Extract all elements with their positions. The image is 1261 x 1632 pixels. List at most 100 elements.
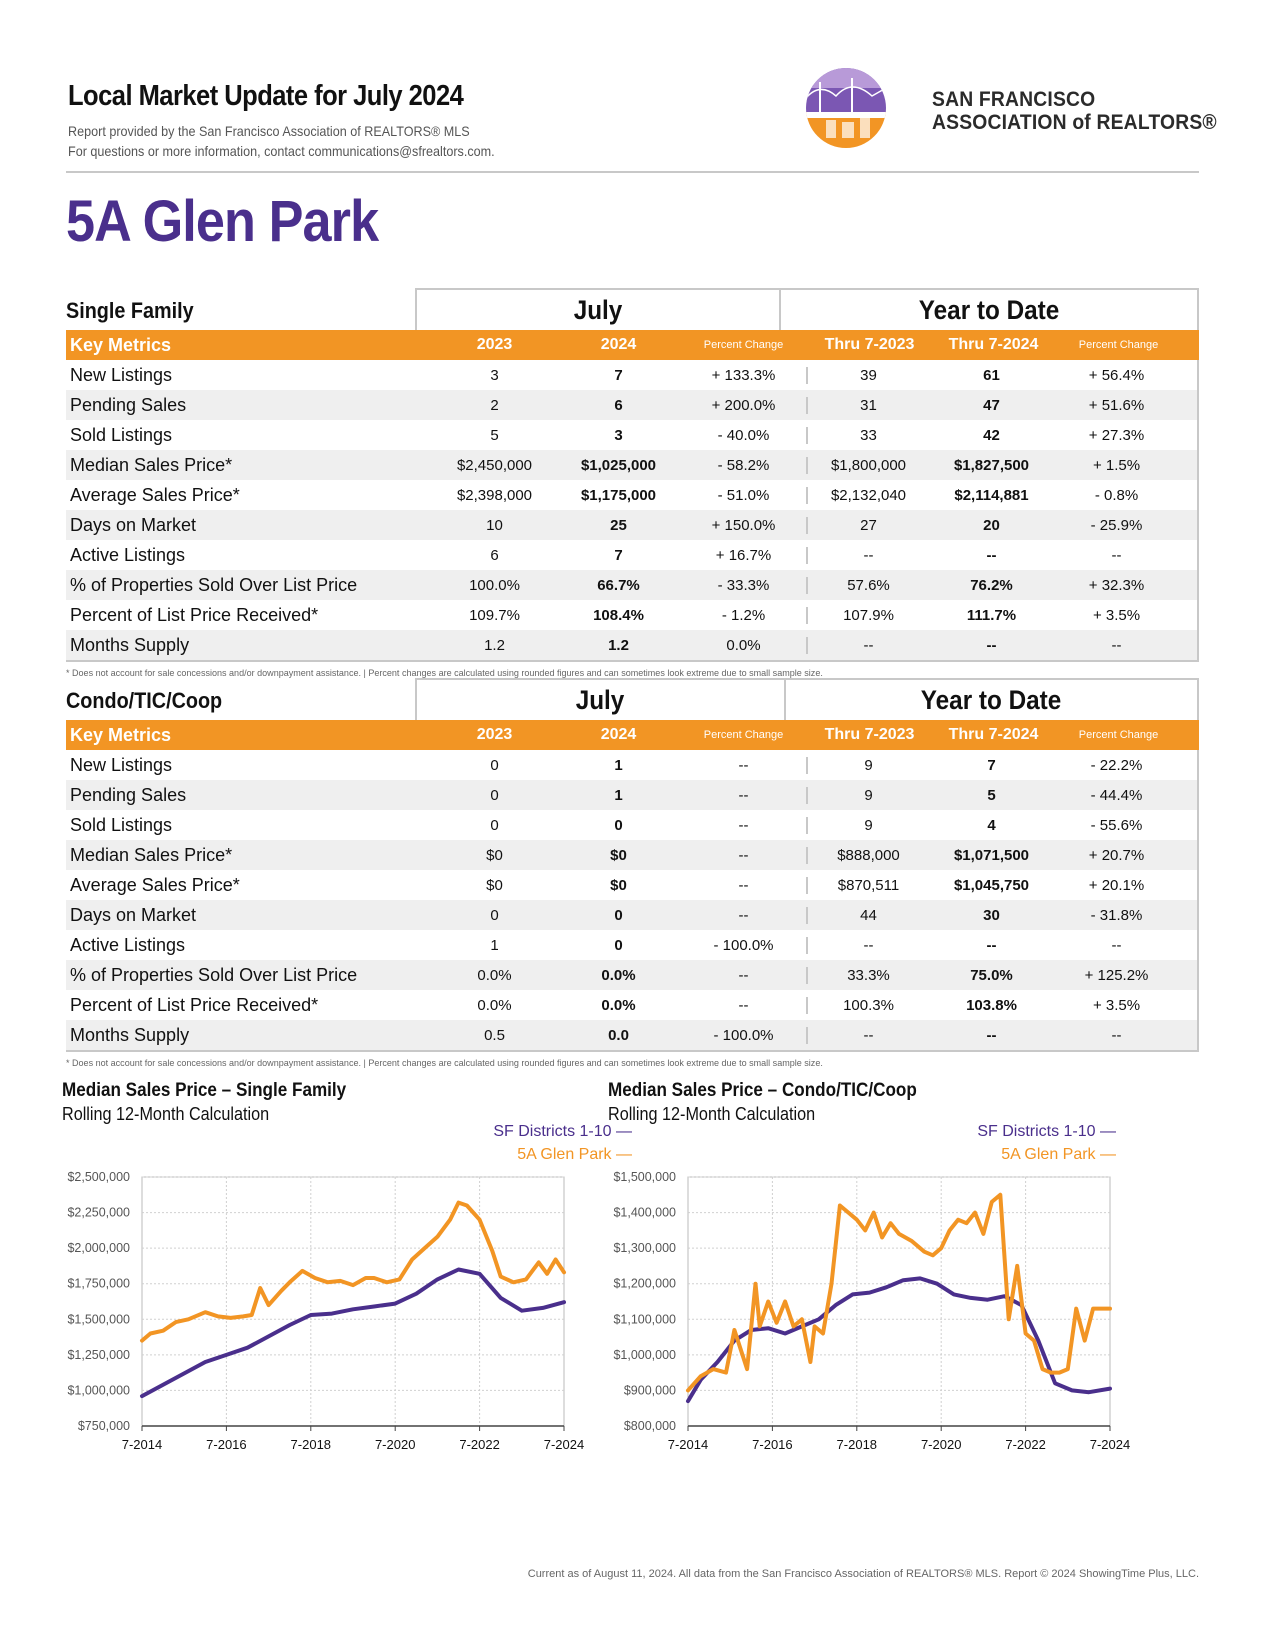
table-row: % of Properties Sold Over List Price 0.0%… — [66, 960, 1197, 990]
metric-value: + 3.5% — [1092, 606, 1141, 624]
chart-subtitle: Rolling 12-Month Calculation — [62, 1104, 270, 1124]
metric-value: - 58.2% — [717, 456, 770, 474]
legend-sf-districts: SF Districts 1-10 — — [977, 1123, 1116, 1140]
metric-value: -- — [738, 906, 749, 924]
table-header-row: Key Metrics 2023 2024 Percent Change Thr… — [66, 330, 1199, 360]
metric-value: 0.0% — [601, 996, 636, 1014]
metric-label: Active Listings — [70, 934, 186, 955]
footnote: * Does not account for sale concessions … — [66, 668, 823, 679]
metric-value: - 51.0% — [717, 486, 770, 504]
metric-value: -- — [738, 846, 749, 864]
metric-value: -- — [806, 936, 929, 954]
y-tick-label: $1,000,000 — [67, 1383, 130, 1397]
metric-value: -- — [1111, 1026, 1122, 1044]
metric-value: + 125.2% — [1084, 966, 1149, 984]
metric-value: 7 — [614, 366, 623, 384]
section-title: Single Family — [66, 298, 194, 323]
group-header-month: July — [415, 678, 786, 720]
metric-value: 9 — [806, 816, 929, 834]
metric-label: New Listings — [70, 364, 173, 385]
x-tick-label: 7-2024 — [544, 1437, 584, 1452]
metric-value: -- — [738, 756, 749, 774]
table-row: Active Listings 6 7 + 16.7% -- -- -- — [66, 540, 1197, 570]
metric-value: $0 — [610, 846, 627, 864]
table-row: % of Properties Sold Over List Price 100.… — [66, 570, 1197, 600]
metric-value: 0.0% — [477, 966, 512, 984]
metric-value: $1,045,750 — [953, 876, 1030, 894]
chart-single-family: Median Sales Price – Single Family Rolli… — [62, 1080, 632, 1500]
metric-value: + 20.7% — [1088, 846, 1145, 864]
metric-value: 6 — [490, 546, 499, 564]
table-row: New Listings 3 7 + 133.3% 39 61 + 56.4% — [66, 360, 1197, 390]
metric-label: Sold Listings — [70, 424, 173, 445]
x-tick-label: 7-2016 — [752, 1437, 792, 1452]
y-tick-label: $1,500,000 — [613, 1170, 676, 1184]
table-row: Median Sales Price* $2,450,000 $1,025,000 -… — [66, 450, 1197, 480]
y-tick-label: $750,000 — [78, 1419, 130, 1433]
metric-value: 111.7% — [966, 606, 1017, 624]
table-row: Days on Market 0 0 -- 44 30 - 31.8% — [66, 900, 1197, 930]
metric-value: -- — [1111, 636, 1122, 654]
metric-value: 27 — [806, 516, 929, 534]
metric-value: - 100.0% — [713, 1026, 774, 1044]
metric-label: Months Supply — [70, 1024, 190, 1045]
header-divider — [66, 171, 1199, 173]
y-tick-label: $1,300,000 — [613, 1241, 676, 1255]
metric-value: 5 — [987, 786, 996, 804]
metric-value: 47 — [983, 396, 1000, 414]
table-row: Pending Sales 2 6 + 200.0% 31 47 + 51.6% — [66, 390, 1197, 420]
metric-value: + 20.1% — [1088, 876, 1145, 894]
metric-value: 75.0% — [970, 966, 1013, 984]
metric-label: % of Properties Sold Over List Price — [70, 574, 358, 595]
y-tick-label: $1,100,000 — [613, 1312, 676, 1326]
y-tick-label: $1,200,000 — [613, 1277, 676, 1291]
metric-value: $1,025,000 — [580, 456, 657, 474]
metric-value: 0.0% — [477, 996, 512, 1014]
metric-value: 4 — [987, 816, 996, 834]
metric-value: -- — [806, 636, 929, 654]
metric-value: 5 — [490, 426, 499, 444]
table-row: Percent of List Price Received* 109.7% 108… — [66, 600, 1197, 630]
metric-value: $2,132,040 — [806, 486, 929, 504]
chart-title: Median Sales Price – Single Family — [62, 1080, 347, 1101]
metric-value: -- — [738, 876, 749, 894]
table-row: Average Sales Price* $2,398,000 $1,175,000… — [66, 480, 1197, 510]
table-row: Average Sales Price* $0 $0 -- $870,511 $1,045… — [66, 870, 1197, 900]
metric-value: 0 — [490, 756, 499, 774]
metric-value: 3 — [490, 366, 499, 384]
metric-value: -- — [738, 816, 749, 834]
metric-value: $1,827,500 — [953, 456, 1030, 474]
metric-value: -- — [806, 1026, 929, 1044]
footer-note: Current as of August 11, 2024. All data … — [527, 1568, 1199, 1580]
metric-value: 6 — [614, 396, 623, 414]
y-tick-label: $1,400,000 — [613, 1206, 676, 1220]
metric-label: Percent of List Price Received* — [70, 604, 319, 625]
metric-value: 100.0% — [469, 576, 520, 594]
metric-value: -- — [738, 786, 749, 804]
metric-label: Median Sales Price* — [70, 844, 233, 865]
table-row: Median Sales Price* $0 $0 -- $888,000 $1,071,… — [66, 840, 1197, 870]
plot-area — [141, 1176, 565, 1427]
x-tick-label: 7-2020 — [921, 1437, 961, 1452]
chart-plot: $800,000 $900,000 $1,000,000 $1,100,000 $1,2… — [613, 1170, 1130, 1452]
table-row: Sold Listings 0 0 -- 9 4 - 55.6% — [66, 810, 1197, 840]
metric-value: 100.3% — [806, 996, 929, 1014]
metric-value: -- — [986, 1026, 997, 1044]
legend-sf-districts: SF Districts 1-10 — — [493, 1123, 632, 1140]
metric-value: 7 — [614, 546, 623, 564]
metric-label: Average Sales Price* — [70, 484, 240, 505]
y-tick-label: $900,000 — [624, 1383, 676, 1397]
metric-value: 0.0% — [726, 636, 761, 654]
metric-value: 7 — [987, 756, 996, 774]
metric-value: 9 — [806, 756, 929, 774]
metric-value: -- — [806, 546, 929, 564]
metric-value: $1,175,000 — [580, 486, 657, 504]
metric-value: + 133.3% — [711, 366, 776, 384]
metric-label: Median Sales Price* — [70, 454, 233, 475]
x-tick-label: 7-2014 — [668, 1437, 708, 1452]
metric-value: 109.7% — [469, 606, 520, 624]
metric-value: 0 — [614, 936, 623, 954]
metric-value: 9 — [806, 786, 929, 804]
metric-value: + 16.7% — [715, 546, 772, 564]
metric-label: % of Properties Sold Over List Price — [70, 964, 358, 985]
